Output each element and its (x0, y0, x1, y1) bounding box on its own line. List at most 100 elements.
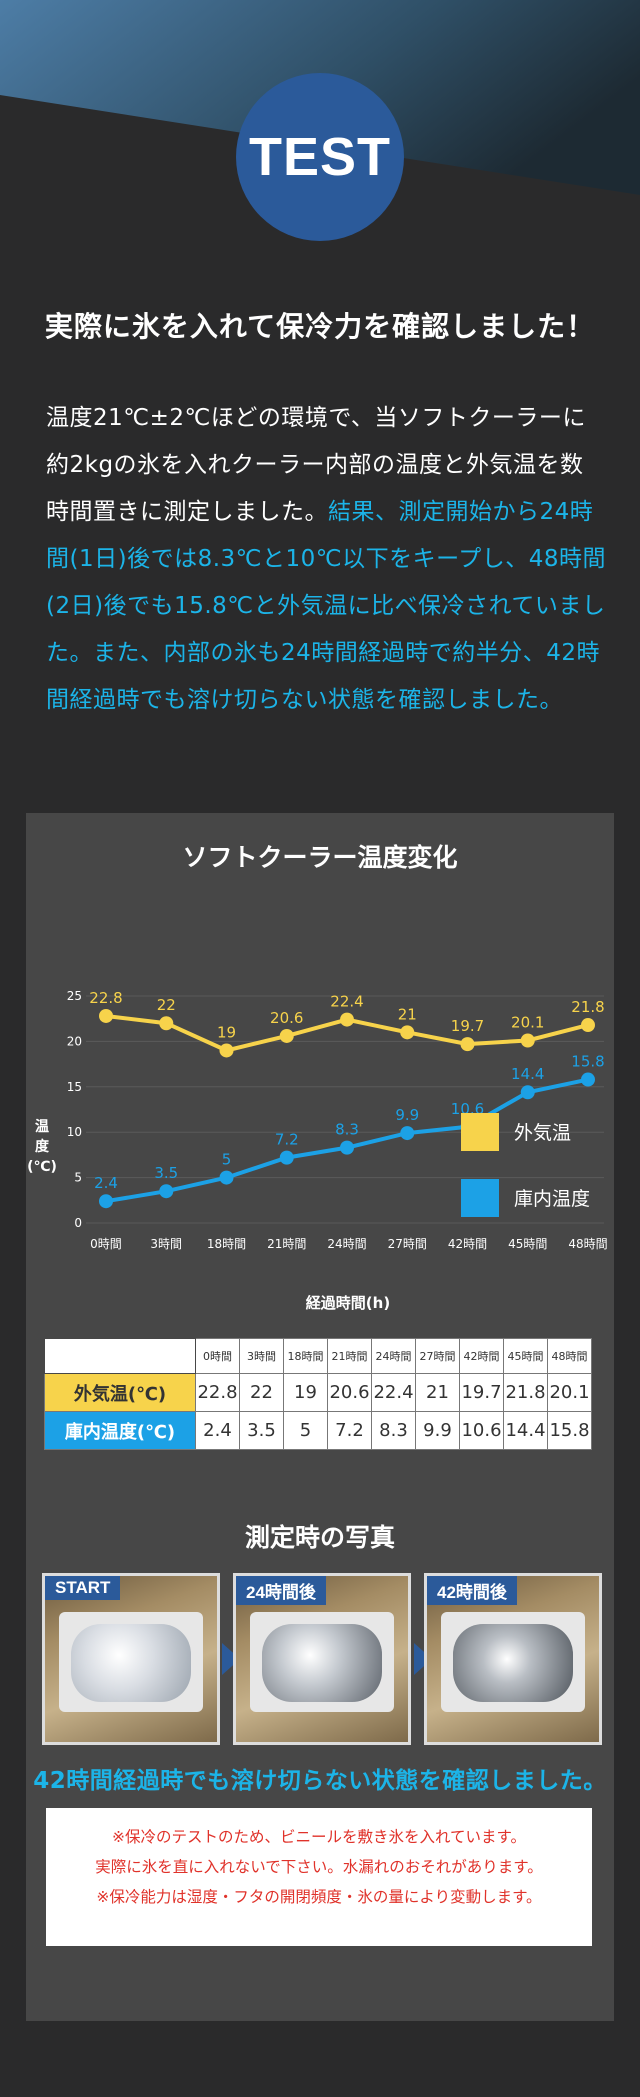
intro-text: 温度21℃±2℃ほどの環境で、当ソフトクーラーに約2kgの氷を入れクーラー内部の… (46, 395, 606, 724)
data-point (159, 1184, 174, 1199)
table-header-cell: 48時間 (547, 1338, 592, 1374)
table-cell: 19.7 (459, 1373, 504, 1412)
note-line: ※保冷のテストのため、ビニールを敷き氷を入れています。 (112, 1828, 526, 1846)
data-label: 2.4 (94, 1174, 118, 1192)
test-badge: TEST (236, 73, 404, 241)
table-cell: 10.6 (459, 1411, 504, 1450)
intro-highlight: 結果、測定開始から24時間(1日)後では8.3℃と10℃以下をキープし、48時間… (46, 499, 606, 713)
notes-box: ※保冷のテストのため、ビニールを敷き氷を入れています。 実際に氷を直に入れないで… (46, 1808, 592, 1946)
data-point (159, 1016, 174, 1031)
table-header-cell: 21時間 (327, 1338, 372, 1374)
legend-label: 外気温 (514, 1122, 571, 1144)
table-header-cell: 42時間 (459, 1338, 504, 1374)
table-cell: 7.2 (327, 1411, 372, 1450)
data-point (219, 1043, 234, 1058)
data-point (340, 1012, 354, 1027)
table-header-cell: 18時間 (283, 1338, 328, 1374)
data-point (400, 1126, 415, 1141)
y-tick-label: 10 (67, 1125, 82, 1139)
data-point (99, 1194, 113, 1209)
table-header-cell: 45時間 (503, 1338, 548, 1374)
data-label: 3.5 (154, 1164, 178, 1182)
photo-tag: 42時間後 (427, 1576, 517, 1605)
table-cell: 22.8 (195, 1373, 240, 1412)
photos-title: 測定時の写真 (244, 1523, 395, 1552)
data-label: 19.7 (451, 1017, 484, 1035)
data-point (400, 1025, 415, 1040)
table-header-cell: 0時間 (195, 1338, 240, 1374)
y-axis-label: 温度(℃) (27, 1119, 57, 1175)
x-tick-label: 45時間 (508, 1237, 547, 1251)
table-cell: 8.3 (371, 1411, 416, 1450)
table-cell: 20.1 (547, 1373, 592, 1412)
x-tick-label: 3時間 (150, 1237, 182, 1251)
table-header-cell: 27時間 (415, 1338, 460, 1374)
data-point (460, 1037, 475, 1052)
data-label: 22.4 (330, 993, 363, 1011)
photo-42h: 42時間後 (424, 1573, 602, 1745)
temperature-chart: 0 5 10 15 20 25 0時間 3時間 18時間 21時間 24時間 27時間 42時間 45時… (27, 989, 608, 1312)
data-label: 20.6 (270, 1009, 303, 1027)
x-tick-label: 0時間 (90, 1237, 122, 1251)
data-label: 14.4 (511, 1065, 544, 1083)
data-label: 15.8 (571, 1053, 604, 1071)
photo-tag: 24時間後 (236, 1576, 326, 1605)
y-tick-label: 0 (74, 1216, 82, 1230)
data-label: 7.2 (275, 1131, 299, 1149)
y-tick-label: 5 (74, 1171, 82, 1185)
y-tick-label: 15 (67, 1080, 82, 1094)
table-cell: 19 (283, 1373, 328, 1412)
legend-swatch (461, 1113, 499, 1151)
data-point (581, 1072, 595, 1087)
x-tick-label: 18時間 (207, 1237, 246, 1251)
table-cell: 21 (415, 1373, 460, 1412)
data-point (99, 1008, 113, 1023)
data-label: 21 (398, 1005, 417, 1023)
table-cell: 9.9 (415, 1411, 460, 1450)
table-header-cell: 24時間 (371, 1338, 416, 1374)
data-point (520, 1033, 535, 1048)
data-label: 21.8 (571, 998, 604, 1016)
intro-normal: 温度21℃±2℃ほどの環境で、当ソフトクーラーに約2kgの氷を入れクーラー内部の… (46, 405, 586, 525)
photos-caption: 42時間経過時でも溶け切らない状態を確認しました。 (33, 1768, 607, 1794)
table-cell: 2.4 (195, 1411, 240, 1450)
table-header-cell: 3時間 (239, 1338, 284, 1374)
table-cell: 22.4 (371, 1373, 416, 1412)
legend-label: 庫内温度 (514, 1188, 590, 1210)
data-label: 8.3 (335, 1121, 359, 1139)
data-label: 5 (222, 1151, 232, 1169)
photo-24h: 24時間後 (233, 1573, 411, 1745)
temperature-table: 0時間 3時間 18時間 21時間 24時間 27時間 42時間 45時間 48時間 外気温(℃)… (44, 1338, 592, 1450)
x-tick-label: 42時間 (448, 1237, 487, 1251)
x-tick-label: 48時間 (568, 1237, 607, 1251)
table-header-row: 0時間 3時間 18時間 21時間 24時間 27時間 42時間 45時間 48時間 (44, 1338, 592, 1374)
table-row: 外気温(℃) 22.8 22 19 20.6 22.4 21 19.7 21.8 20.1 (44, 1373, 592, 1412)
chart-title: ソフトクーラー温度変化 (182, 843, 458, 872)
headline: 実際に氷を入れて保冷力を確認しました！ (44, 310, 596, 343)
x-tick-label: 21時間 (267, 1237, 306, 1251)
data-point (279, 1150, 294, 1165)
data-label: 19 (217, 1023, 236, 1041)
table-cell: 20.6 (327, 1373, 372, 1412)
data-label: 22 (157, 996, 176, 1014)
photos-row: START 24時間後 42時間後 (42, 1573, 602, 1748)
x-tick-label: 27時間 (388, 1237, 427, 1251)
data-point (520, 1085, 535, 1100)
table-cell: 3.5 (239, 1411, 284, 1450)
results-panel: ソフトクーラー温度変化 0 5 10 15 20 25 0時間 3時間 18時間 21時間 24時… (26, 813, 614, 2021)
data-point (581, 1018, 595, 1033)
note-line: 実際に氷を直に入れないで下さい。水漏れのおそれがあります。 (95, 1858, 543, 1876)
x-axis-label: 経過時間(h) (306, 1294, 390, 1312)
table-cell: 5 (283, 1411, 328, 1450)
data-label: 20.1 (511, 1013, 544, 1031)
data-label: 9.9 (395, 1106, 419, 1124)
data-label: 22.8 (89, 989, 122, 1007)
data-point (279, 1028, 294, 1043)
table-cell: 21.8 (503, 1373, 548, 1412)
table-row-label: 外気温(℃) (44, 1373, 196, 1412)
table-cell: 14.4 (503, 1411, 548, 1450)
photo-tag: START (45, 1576, 121, 1600)
data-point (340, 1140, 354, 1155)
y-tick-label: 25 (67, 989, 82, 1003)
data-point (219, 1170, 234, 1185)
